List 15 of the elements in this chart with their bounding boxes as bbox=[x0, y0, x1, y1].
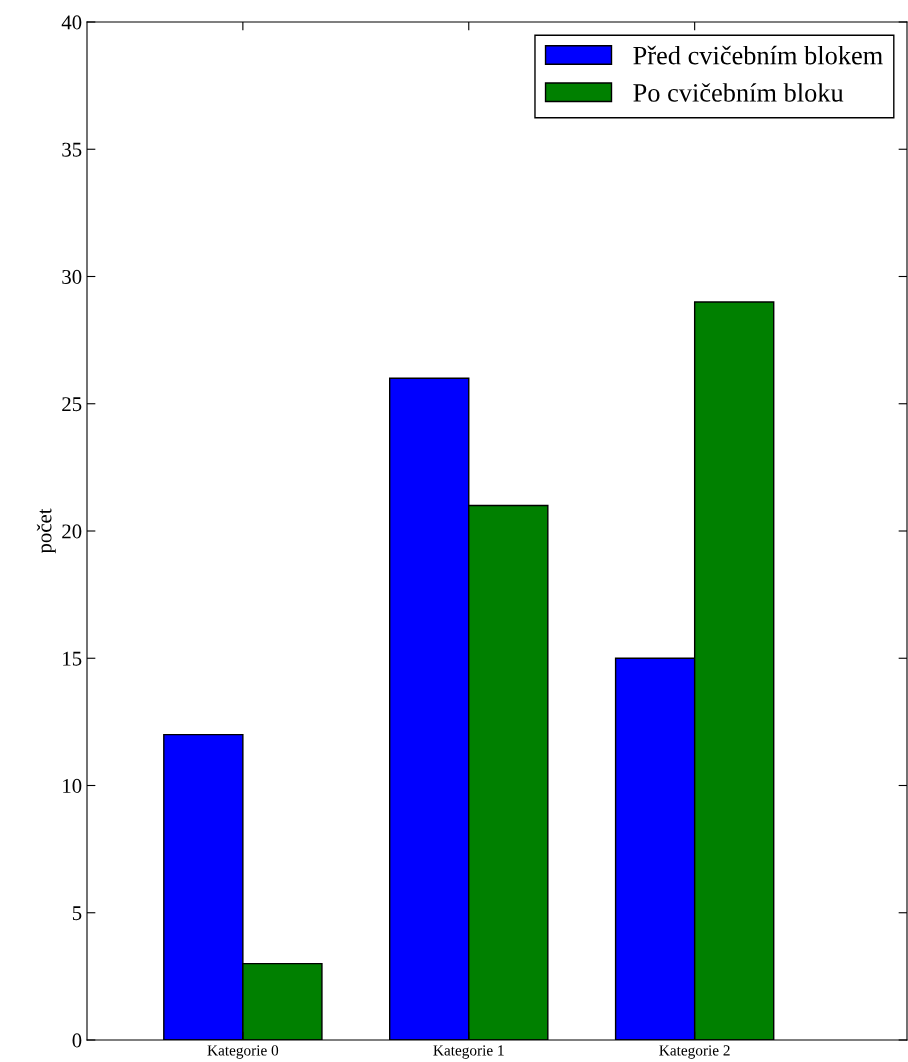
y-tick-label: 20 bbox=[62, 524, 82, 539]
y-tick-label: 40 bbox=[61, 15, 82, 30]
y-tick-label: 15 bbox=[63, 651, 82, 666]
y-tick-label: 0 bbox=[72, 1033, 82, 1048]
y-axis-title: počet bbox=[36, 508, 56, 554]
y-tick-label: 10 bbox=[63, 778, 82, 793]
legend-label: Před cvičebním blokem bbox=[633, 45, 883, 65]
y-tick-label: 30 bbox=[62, 269, 82, 284]
y-tick-label: 25 bbox=[62, 397, 82, 412]
y-tick-label: 5 bbox=[72, 906, 82, 921]
y-tick-label: 35 bbox=[62, 142, 82, 157]
x-tick-label: Kategorie 0 bbox=[207, 1045, 279, 1059]
x-tick-label: Kategorie 1 bbox=[433, 1045, 504, 1059]
x-tick-label: Kategorie 2 bbox=[659, 1045, 730, 1059]
legend-label: Po cvičebním bloku bbox=[633, 83, 844, 102]
